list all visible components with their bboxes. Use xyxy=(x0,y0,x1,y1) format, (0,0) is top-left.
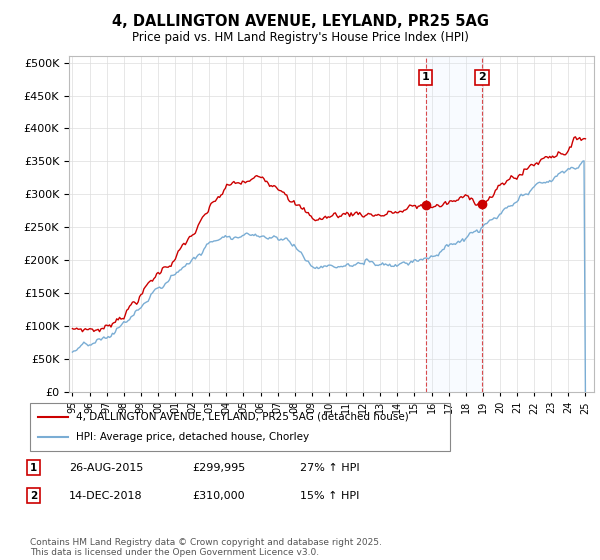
Text: 14-DEC-2018: 14-DEC-2018 xyxy=(69,491,143,501)
Text: 1: 1 xyxy=(422,72,430,82)
Text: 4, DALLINGTON AVENUE, LEYLAND, PR25 5AG: 4, DALLINGTON AVENUE, LEYLAND, PR25 5AG xyxy=(112,14,488,29)
Text: 2: 2 xyxy=(478,72,486,82)
Text: 2: 2 xyxy=(30,491,37,501)
Text: 27% ↑ HPI: 27% ↑ HPI xyxy=(300,463,359,473)
Text: 4, DALLINGTON AVENUE, LEYLAND, PR25 5AG (detached house): 4, DALLINGTON AVENUE, LEYLAND, PR25 5AG … xyxy=(76,412,409,422)
Text: 1: 1 xyxy=(30,463,37,473)
Text: 15% ↑ HPI: 15% ↑ HPI xyxy=(300,491,359,501)
Text: £299,995: £299,995 xyxy=(192,463,245,473)
Bar xyxy=(425,56,482,392)
Text: £310,000: £310,000 xyxy=(192,491,245,501)
Text: Contains HM Land Registry data © Crown copyright and database right 2025.
This d: Contains HM Land Registry data © Crown c… xyxy=(30,538,382,557)
Text: 26-AUG-2015: 26-AUG-2015 xyxy=(69,463,143,473)
Text: HPI: Average price, detached house, Chorley: HPI: Average price, detached house, Chor… xyxy=(76,432,310,442)
Text: Price paid vs. HM Land Registry's House Price Index (HPI): Price paid vs. HM Land Registry's House … xyxy=(131,31,469,44)
